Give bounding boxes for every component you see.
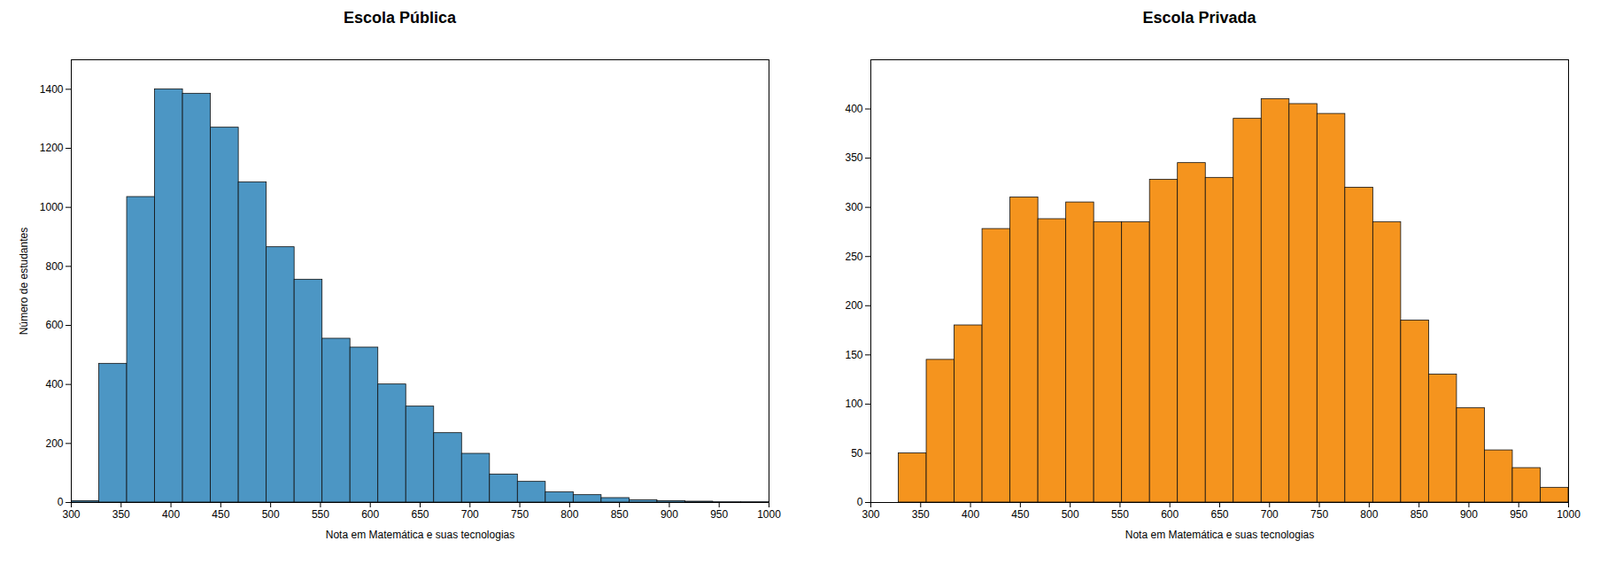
svg-text:350: 350 [112, 508, 131, 521]
svg-text:650: 650 [410, 508, 429, 521]
svg-text:800: 800 [1360, 508, 1378, 521]
svg-text:450: 450 [211, 508, 230, 521]
svg-text:1200: 1200 [39, 141, 64, 155]
svg-text:600: 600 [45, 318, 63, 332]
svg-text:0: 0 [857, 495, 864, 509]
svg-text:200: 200 [844, 299, 863, 312]
svg-text:900: 900 [660, 508, 679, 521]
svg-text:850: 850 [610, 508, 629, 521]
svg-text:950: 950 [1509, 508, 1528, 521]
svg-text:1000: 1000 [757, 508, 781, 521]
html-text:Escola Privada: Escola Privada [1142, 8, 1257, 27]
svg-text:250: 250 [844, 250, 863, 263]
svg-text:300: 300 [844, 200, 863, 214]
svg-text:550: 550 [311, 508, 330, 521]
svg-text:900: 900 [1460, 508, 1478, 521]
svg-text:Nota em Matemática e suas tecn: Nota em Matemática e suas tecnologias [1125, 528, 1315, 542]
svg-text:300: 300 [861, 508, 880, 521]
svg-text:200: 200 [45, 437, 63, 450]
svg-text:150: 150 [844, 348, 863, 362]
svg-text:700: 700 [1260, 508, 1279, 521]
svg-text:400: 400 [844, 102, 863, 116]
svg-text:800: 800 [560, 508, 579, 521]
svg-text:500: 500 [262, 508, 280, 521]
svg-text:400: 400 [961, 508, 980, 521]
svg-text:950: 950 [710, 508, 728, 521]
svg-text:400: 400 [45, 378, 63, 391]
svg-text:600: 600 [1160, 508, 1179, 521]
svg-text:100: 100 [844, 397, 863, 410]
svg-text:350: 350 [912, 508, 930, 521]
svg-text:350: 350 [844, 151, 863, 164]
svg-text:1400: 1400 [39, 83, 64, 96]
svg-text:Número de estudantes: Número de estudantes [17, 227, 31, 335]
svg-text:50: 50 [850, 447, 864, 460]
svg-text:300: 300 [61, 508, 80, 521]
svg-text:1000: 1000 [39, 200, 64, 214]
svg-text:400: 400 [162, 508, 180, 521]
svg-text:1000: 1000 [1556, 508, 1581, 521]
svg-text:850: 850 [1410, 508, 1429, 521]
svg-text:750: 750 [1310, 508, 1329, 521]
svg-text:Nota em Matemática e suas tecn: Nota em Matemática e suas tecnologias [325, 528, 515, 542]
svg-text:550: 550 [1111, 508, 1129, 521]
html-text:Escola Pública: Escola Pública [343, 8, 457, 27]
svg-text:0: 0 [57, 495, 64, 509]
svg-text:600: 600 [361, 508, 379, 521]
svg-text:750: 750 [510, 508, 529, 521]
svg-text:800: 800 [45, 260, 63, 273]
svg-text:700: 700 [461, 508, 480, 521]
svg-text:450: 450 [1011, 508, 1029, 521]
svg-text:650: 650 [1210, 508, 1229, 521]
svg-text:500: 500 [1061, 508, 1080, 521]
